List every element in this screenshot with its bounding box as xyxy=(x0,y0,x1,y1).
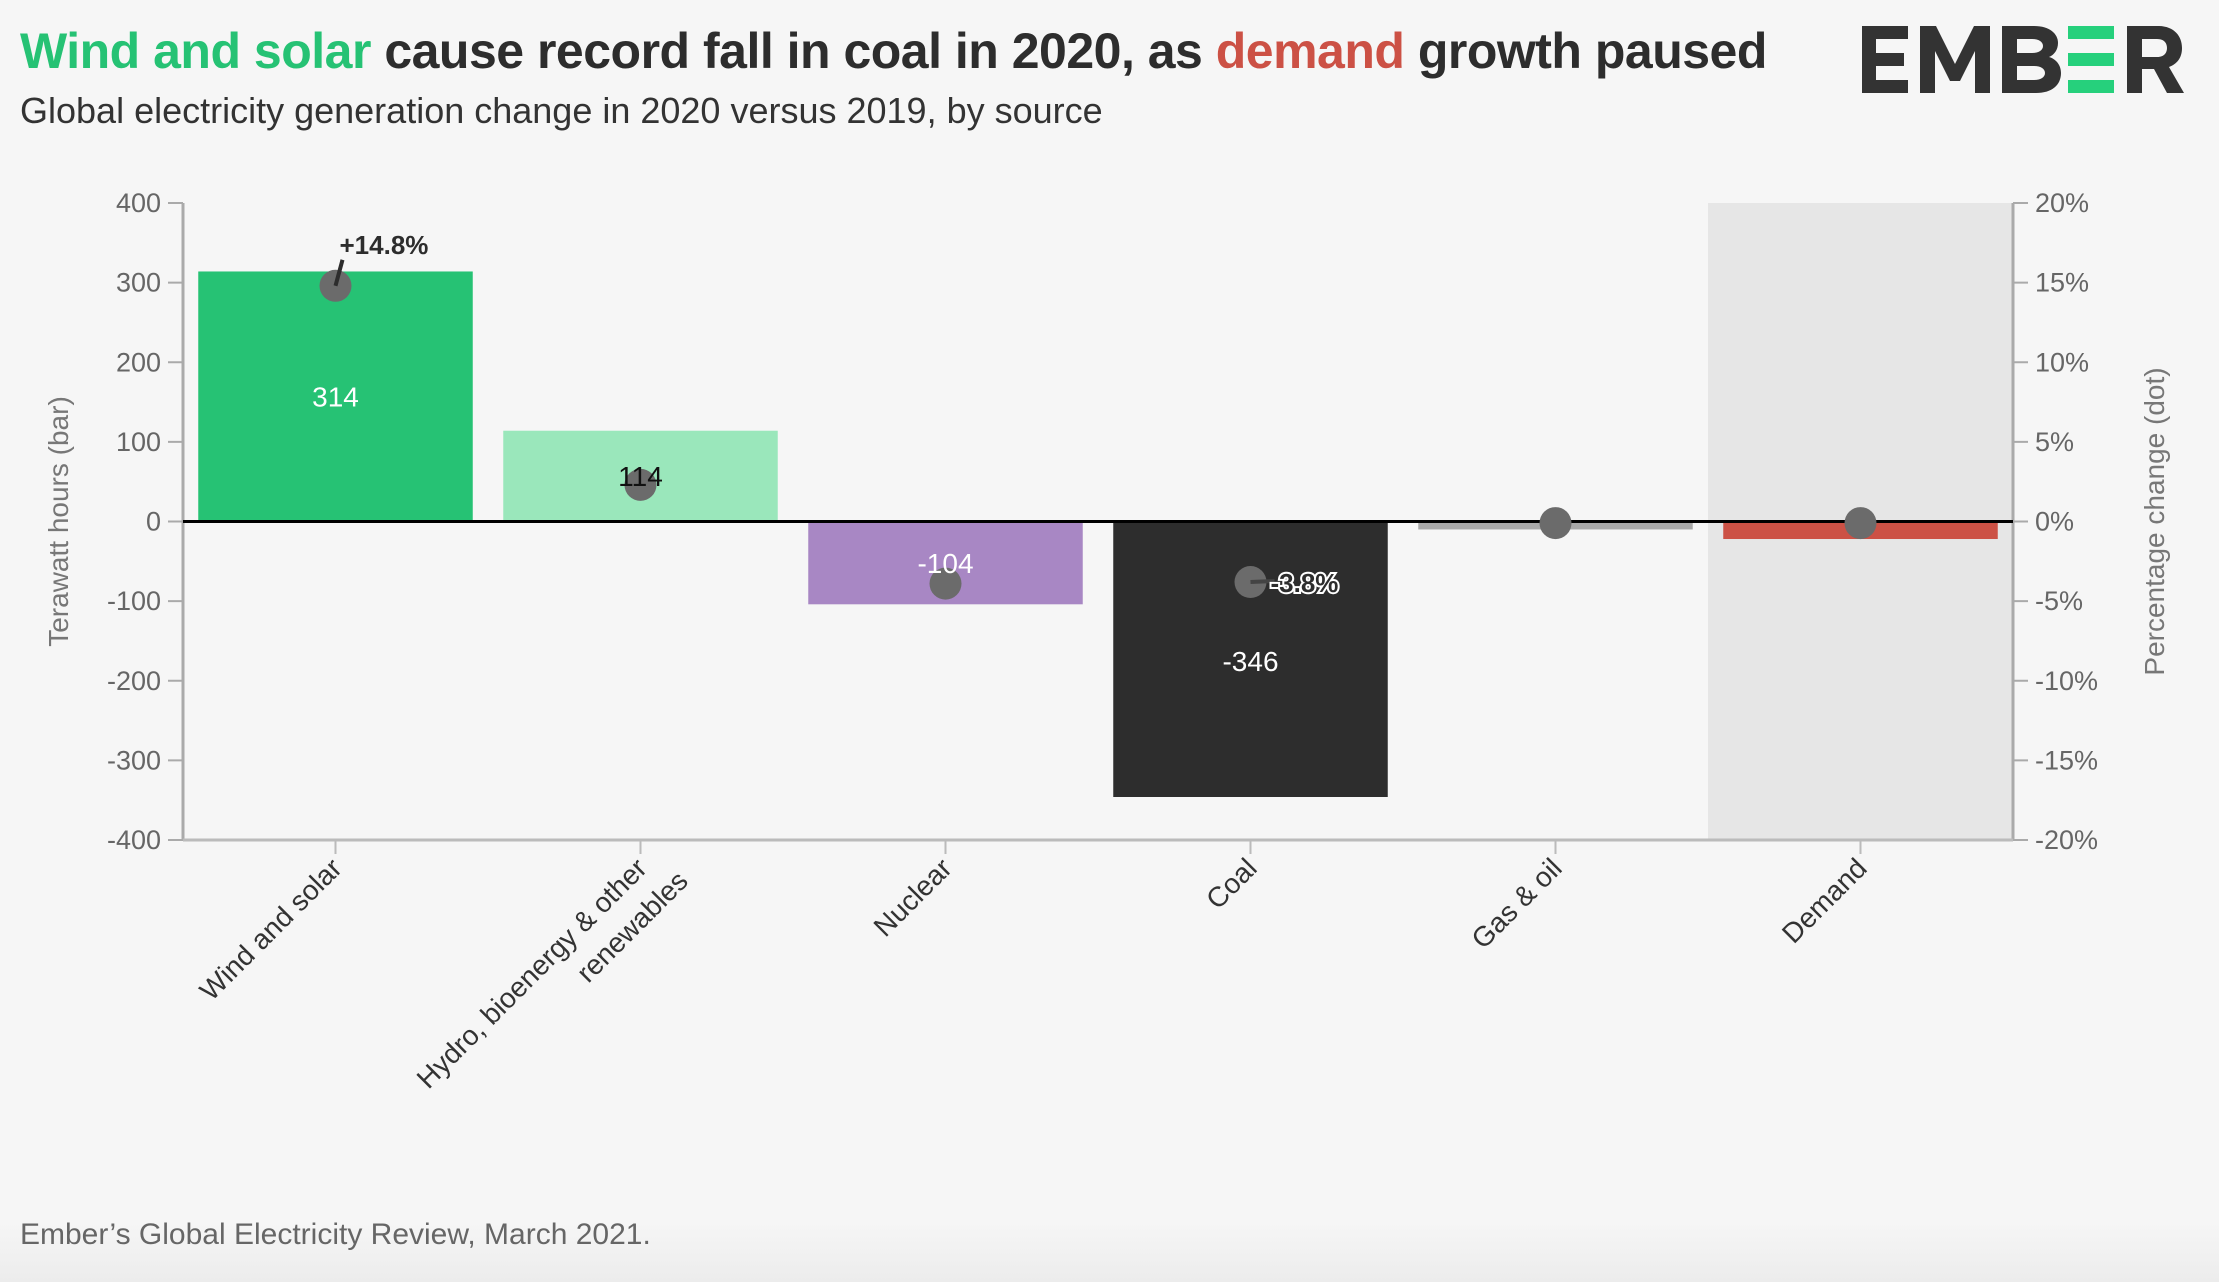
pct-dot-2 xyxy=(929,567,962,600)
title-part-end: growth paused xyxy=(1404,23,1768,79)
category-label-line: Coal xyxy=(1200,852,1263,915)
right-axis-title: Percentage change (dot) xyxy=(2139,367,2170,675)
bar-value-label-1: 114 xyxy=(618,461,663,492)
bar-value-label-0: 314 xyxy=(312,381,359,412)
left-tick-label: -300 xyxy=(107,745,161,775)
right-tick-label: 0% xyxy=(2035,507,2074,537)
category-label-4: Gas & oil xyxy=(1465,852,1567,954)
chart-title: Wind and solar cause record fall in coal… xyxy=(20,22,1767,80)
right-tick-label: -10% xyxy=(2035,666,2098,696)
bar-0 xyxy=(198,271,473,522)
right-tick-label: 10% xyxy=(2035,347,2089,377)
left-tick-label: -400 xyxy=(107,825,161,855)
right-tick-label: 20% xyxy=(2035,188,2089,218)
footer-shade xyxy=(0,1222,2219,1282)
left-tick-label: 300 xyxy=(116,268,161,298)
left-tick-label: 200 xyxy=(116,347,161,377)
pct-dot-4 xyxy=(1539,507,1572,540)
logo-letter-e2-green xyxy=(2068,26,2114,93)
pct-dot-1 xyxy=(624,468,657,501)
logo-letter-e1 xyxy=(1862,26,1908,93)
right-tick-label: -20% xyxy=(2035,825,2098,855)
chart-subtitle: Global electricity generation change in … xyxy=(20,90,1103,131)
left-tick-label: 0 xyxy=(146,507,161,537)
pct-annotation-0: +14.8% xyxy=(340,230,429,260)
left-tick-label: 400 xyxy=(116,188,161,218)
title-part-middle: cause record fall in coal in 2020, as xyxy=(370,23,1216,79)
category-label-line: Demand xyxy=(1776,852,1873,949)
bar-value-label-2: -104 xyxy=(917,548,973,579)
left-tick-label: 100 xyxy=(116,427,161,457)
source-note: Ember’s Global Electricity Review, March… xyxy=(20,1218,651,1251)
left-tick-label: -200 xyxy=(107,666,161,696)
category-label-0: Wind and solar xyxy=(194,852,348,1006)
right-tick-label: 15% xyxy=(2035,268,2089,298)
right-tick-label: -5% xyxy=(2035,586,2083,616)
pct-leader-0 xyxy=(333,259,345,287)
right-tick-label: 5% xyxy=(2035,427,2074,457)
category-label-line: Nuclear xyxy=(868,852,958,942)
left-axis-title: Terawatt hours (bar) xyxy=(43,396,74,647)
pct-dot-5 xyxy=(1844,507,1877,540)
right-tick-label: -15% xyxy=(2035,745,2098,775)
category-label-3: Coal xyxy=(1200,852,1263,915)
pct-leader-3 xyxy=(1250,579,1275,585)
bar-value-label-3: -346 xyxy=(1222,646,1278,677)
category-label-line: Hydro, bioenergy & other xyxy=(411,852,653,1094)
pct-annotation-3: -3.8% xyxy=(1271,568,1339,598)
title-part-demand: demand xyxy=(1215,23,1405,79)
logo-letter-b xyxy=(2002,26,2061,93)
category-label-5: Demand xyxy=(1776,852,1873,949)
left-tick-label: -100 xyxy=(107,586,161,616)
category-label-1: Hydro, bioenergy & otherrenewables xyxy=(411,838,694,1121)
category-label-2: Nuclear xyxy=(868,852,958,942)
logo-letter-r xyxy=(2127,26,2184,93)
category-label-line: Wind and solar xyxy=(194,852,348,1006)
ember-logo: EMBER xyxy=(1862,26,2184,93)
category-label-line: Gas & oil xyxy=(1465,852,1567,954)
title-part-wind-solar: Wind and solar xyxy=(20,23,371,79)
logo-letter-m xyxy=(1920,26,1990,93)
